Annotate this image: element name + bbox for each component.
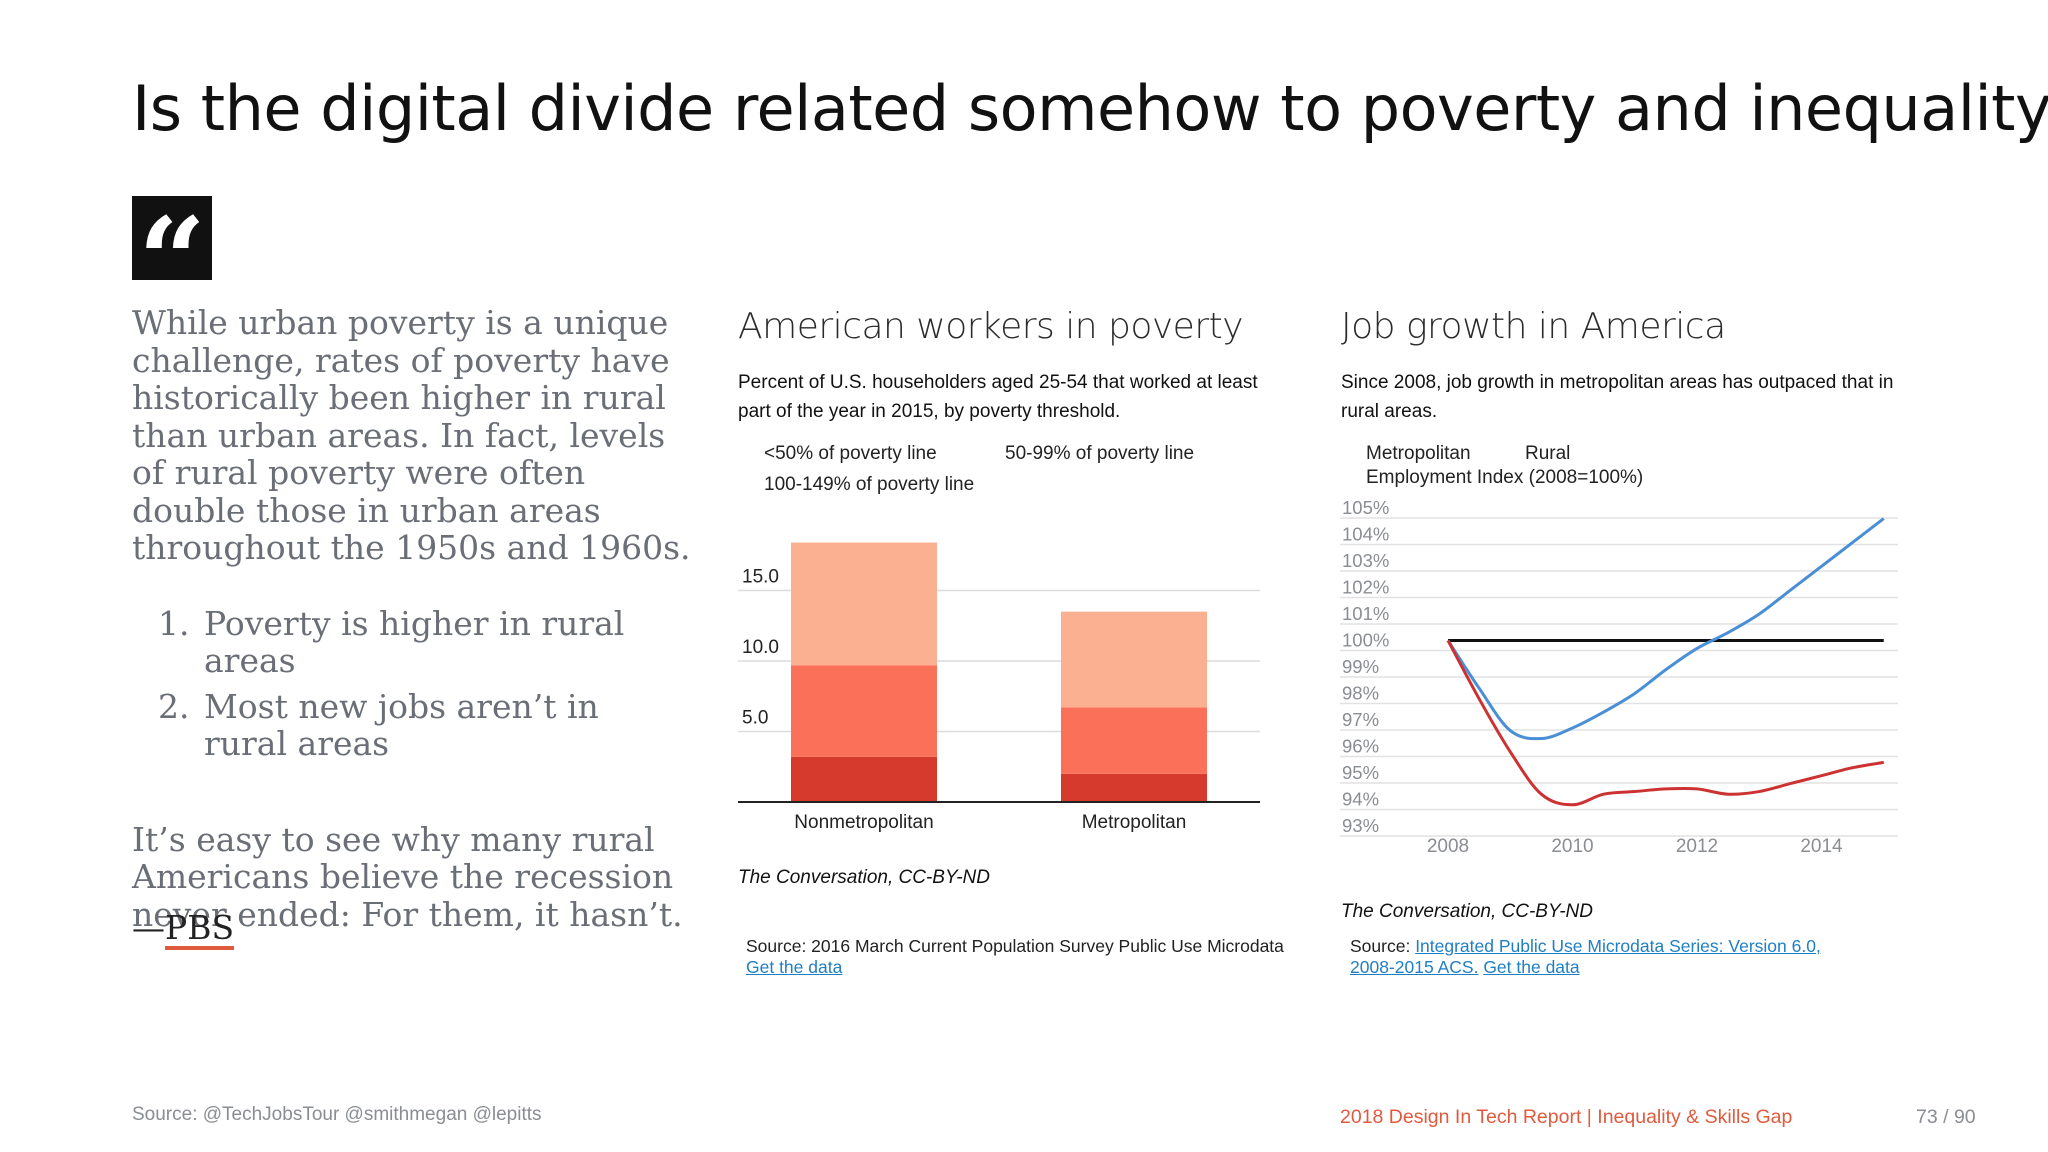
ipums-link[interactable]: Integrated Public Use Microdata Series: …: [1350, 936, 1821, 977]
left-chart-source: Source: 2016 March Current Population Su…: [746, 936, 1286, 978]
right-chart-credit: The Conversation, CC-BY-ND: [1341, 901, 1594, 922]
footer-report-title: 2018 Design In Tech Report | Inequality …: [1340, 1106, 1793, 1128]
legend-below-50: <50% of poverty line: [764, 443, 937, 464]
y-tick-label: 101%: [1342, 603, 1389, 624]
quote-list-item: Poverty is higher in rural areas: [200, 604, 692, 680]
y-tick-label: 15.0: [742, 567, 779, 588]
bar-segment: [791, 542, 937, 666]
y-tick-label: 95%: [1342, 762, 1379, 783]
quote-icon: “: [132, 196, 212, 280]
left-source-text: Source: 2016 March Current Population Su…: [746, 936, 1284, 956]
y-tick-label: 5.0: [742, 708, 768, 729]
attribution-source: PBS: [165, 910, 235, 950]
right-chart-source: Source: Integrated Public Use Microdata …: [1350, 936, 1870, 978]
bar-segment: [791, 756, 937, 802]
y-tick-label: 104%: [1342, 524, 1389, 545]
y-tick-label: 102%: [1342, 577, 1389, 598]
y-tick-label: 98%: [1342, 683, 1379, 704]
y-tick-label: 97%: [1342, 709, 1379, 730]
legend-100-149: 100-149% of poverty line: [764, 474, 975, 495]
x-tick-label: 2014: [1800, 836, 1843, 857]
quote-list-item: Most new jobs aren’t in rural areas: [200, 687, 692, 763]
right-get-data-link[interactable]: Get the data: [1483, 957, 1580, 977]
legend-metropolitan: Metropolitan: [1366, 443, 1471, 464]
legend-50-99: 50-99% of poverty line: [1005, 443, 1195, 464]
bar-segment: [1061, 773, 1207, 802]
footer-source: Source: @TechJobsTour @smithmegan @lepit…: [132, 1104, 542, 1125]
x-category-label: Nonmetropolitan: [794, 812, 933, 833]
x-tick-label: 2010: [1551, 836, 1593, 857]
page-number: 73 / 90: [1916, 1106, 1976, 1128]
y-tick-label: 93%: [1342, 815, 1379, 836]
quote-paragraph: While urban poverty is a unique challeng…: [132, 303, 691, 567]
right-chart-title: Job growth in America: [1341, 306, 1726, 347]
bar-segment: [791, 665, 937, 757]
y-tick-label: 105%: [1342, 497, 1389, 518]
y-tick-label: 10.0: [742, 637, 779, 658]
left-get-data-link[interactable]: Get the data: [746, 957, 843, 977]
x-tick-label: 2008: [1427, 836, 1469, 857]
attribution-dash: —: [132, 908, 165, 947]
bar-segment: [1061, 707, 1207, 774]
quote-list: Poverty is higher in rural areas Most ne…: [132, 604, 692, 763]
right-source-text: Source:: [1350, 936, 1411, 956]
left-chart-credit: The Conversation, CC-BY-ND: [738, 867, 991, 888]
quote-closing: It’s easy to see why many rural American…: [132, 819, 683, 934]
quote-attribution: —PBS: [132, 908, 235, 950]
quote-block: While urban poverty is a unique challeng…: [132, 304, 692, 933]
bar-segment: [1061, 611, 1207, 708]
series-line-rural: [1446, 639, 1885, 807]
y-tick-label: 99%: [1342, 656, 1379, 677]
left-chart-subtitle: Percent of U.S. householders aged 25-54 …: [738, 372, 1258, 422]
left-chart-title: American workers in poverty: [738, 306, 1244, 347]
poverty-bar-chart: 5.0 10.0 15.0 Nonmetropolitan Metropolitan: [738, 542, 1260, 833]
y-tick-label: 103%: [1342, 550, 1389, 571]
series-line-metropolitan: [1446, 517, 1885, 741]
x-category-label: Metropolitan: [1082, 812, 1187, 833]
y-tick-label: 96%: [1342, 736, 1379, 757]
legend-rural: Rural: [1525, 443, 1571, 464]
job-growth-line-chart: 93% 94% 95% 96% 97% 98% 99% 100% 101% 102% 103% 104…: [1340, 497, 1898, 857]
employment-index-label: Employment Index (2008=100%): [1366, 467, 1644, 488]
y-tick-label: 94%: [1342, 789, 1379, 810]
y-tick-label: 100%: [1342, 630, 1389, 651]
x-tick-label: 2012: [1676, 836, 1718, 857]
slide-title: Is the digital divide related somehow to…: [132, 72, 2048, 145]
right-chart-subtitle: Since 2008, job growth in metropolitan a…: [1341, 372, 1894, 422]
